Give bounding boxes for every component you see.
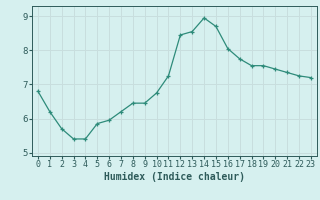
X-axis label: Humidex (Indice chaleur): Humidex (Indice chaleur) (104, 172, 245, 182)
